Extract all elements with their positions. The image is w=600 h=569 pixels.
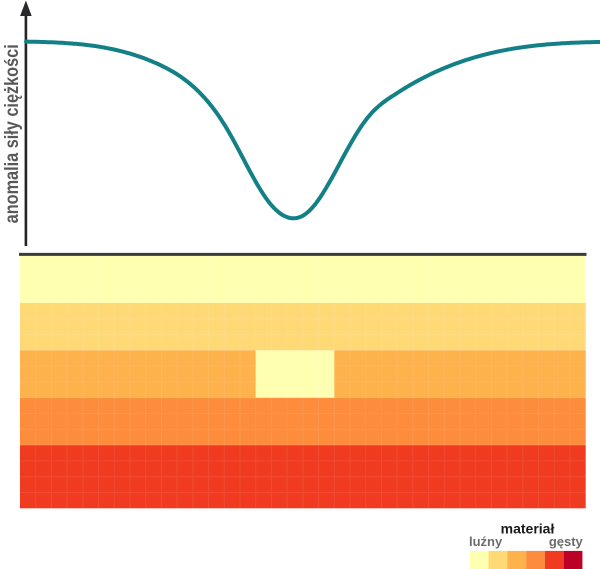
svg-text:materiał: materiał [501,521,555,537]
svg-text:luźny: luźny [469,534,503,549]
svg-text:anomalia siły ciężkości: anomalia siły ciężkości [1,44,23,223]
svg-text:gęsty: gęsty [549,534,584,549]
